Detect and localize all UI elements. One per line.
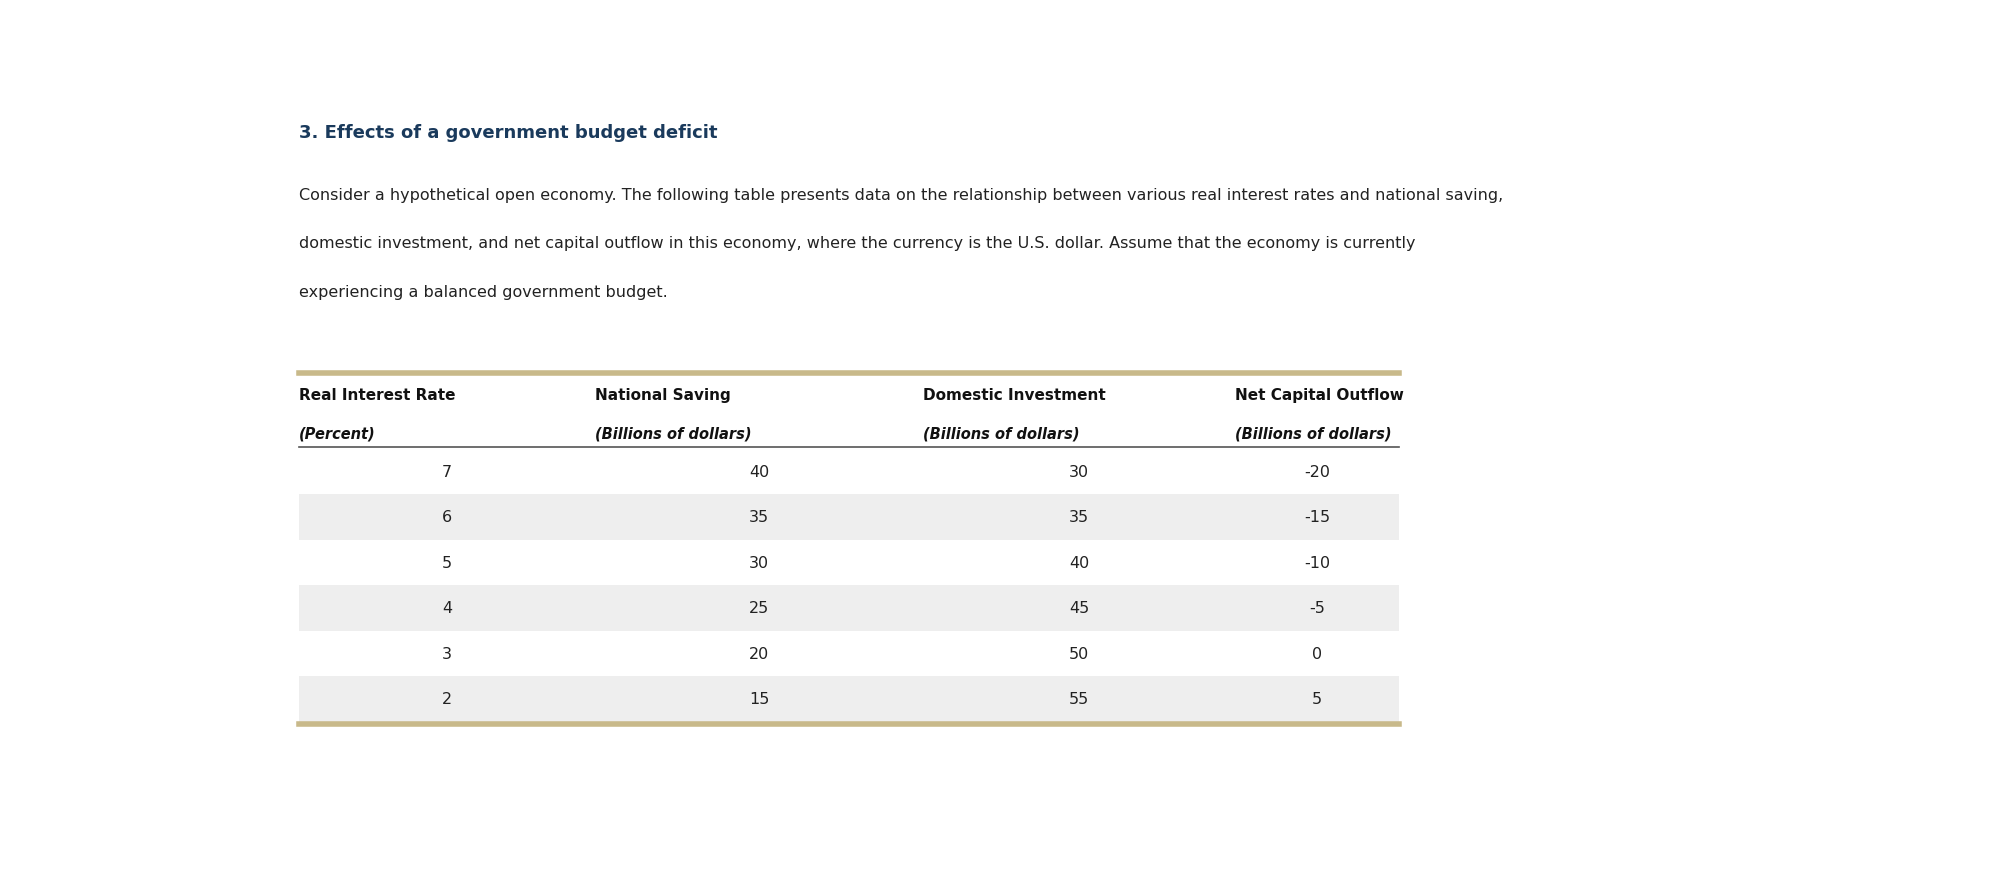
Text: 35: 35 — [749, 509, 769, 525]
Text: 45: 45 — [1069, 600, 1090, 615]
Text: -20: -20 — [1303, 464, 1329, 479]
Text: 5: 5 — [441, 555, 451, 570]
Text: 2: 2 — [441, 692, 451, 706]
Bar — [298, 494, 1400, 540]
Bar — [298, 586, 1400, 631]
Text: 6: 6 — [441, 509, 451, 525]
Text: 0: 0 — [1311, 647, 1321, 661]
Text: 30: 30 — [749, 555, 769, 570]
Text: 3: 3 — [441, 647, 451, 661]
Text: 30: 30 — [1069, 464, 1090, 479]
Text: Real Interest Rate: Real Interest Rate — [298, 388, 455, 402]
Text: 40: 40 — [1069, 555, 1090, 570]
Text: 25: 25 — [749, 600, 769, 615]
Text: 20: 20 — [749, 647, 769, 661]
Bar — [298, 676, 1400, 722]
Text: (Billions of dollars): (Billions of dollars) — [922, 426, 1080, 441]
Text: Consider a hypothetical open economy. The following table presents data on the r: Consider a hypothetical open economy. Th… — [298, 188, 1502, 202]
Text: 4: 4 — [441, 600, 451, 615]
Text: (Billions of dollars): (Billions of dollars) — [596, 426, 751, 441]
Text: 7: 7 — [441, 464, 451, 479]
Text: 40: 40 — [749, 464, 769, 479]
Text: (Percent): (Percent) — [298, 426, 375, 441]
Text: 15: 15 — [749, 692, 769, 706]
Text: -5: -5 — [1309, 600, 1325, 615]
Text: -15: -15 — [1303, 509, 1329, 525]
Text: 50: 50 — [1069, 647, 1090, 661]
Text: 55: 55 — [1069, 692, 1090, 706]
Text: Net Capital Outflow: Net Capital Outflow — [1235, 388, 1404, 402]
Text: 5: 5 — [1311, 692, 1321, 706]
Text: -10: -10 — [1303, 555, 1329, 570]
Text: domestic investment, and net capital outflow in this economy, where the currency: domestic investment, and net capital out… — [298, 236, 1416, 251]
Text: 35: 35 — [1069, 509, 1090, 525]
Text: 3. Effects of a government budget deficit: 3. Effects of a government budget defici… — [298, 124, 717, 143]
Text: Domestic Investment: Domestic Investment — [922, 388, 1106, 402]
Text: experiencing a balanced government budget.: experiencing a balanced government budge… — [298, 284, 667, 299]
Text: (Billions of dollars): (Billions of dollars) — [1235, 426, 1392, 441]
Text: National Saving: National Saving — [596, 388, 731, 402]
